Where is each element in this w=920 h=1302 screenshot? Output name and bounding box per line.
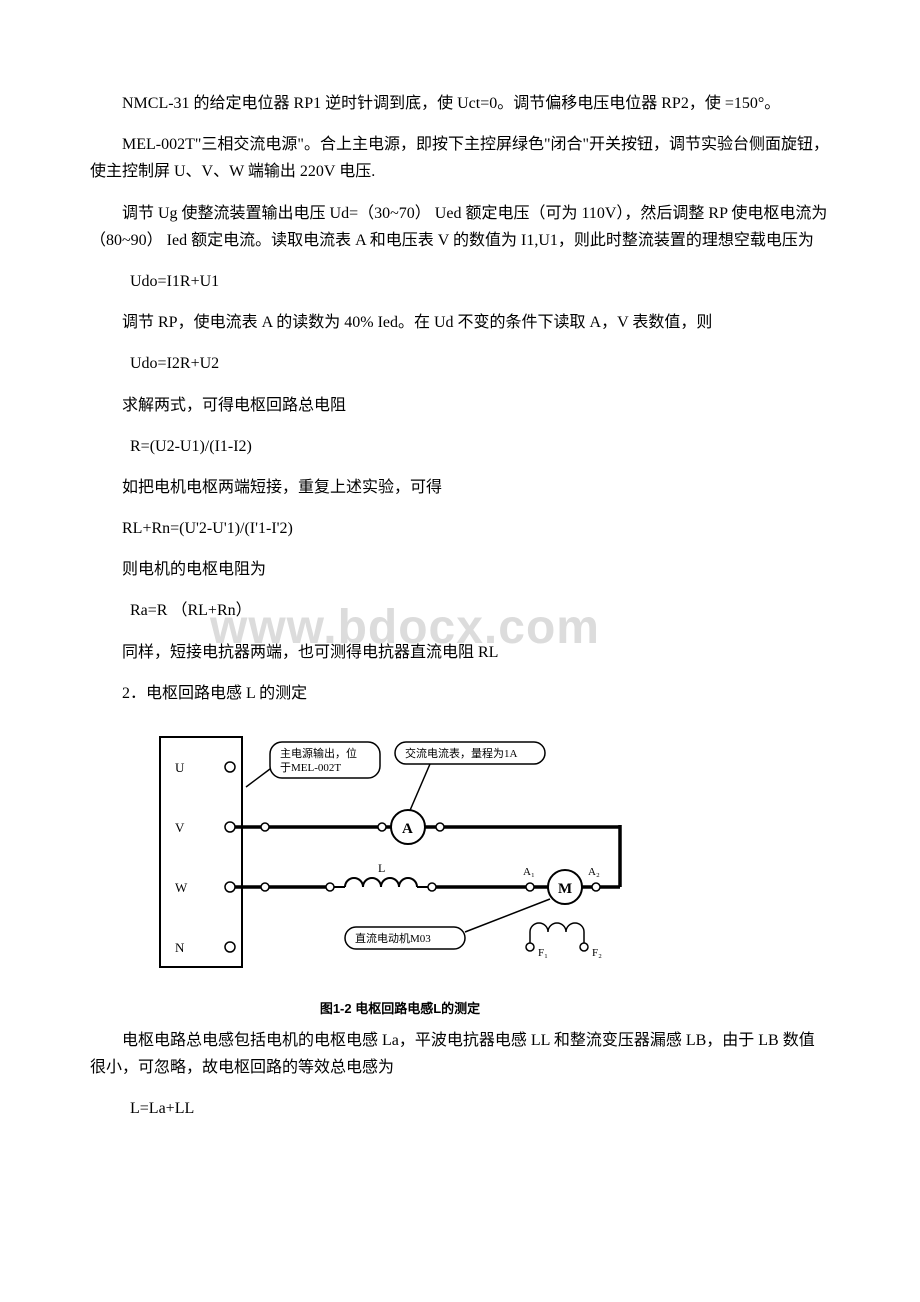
svg-text:F₂: F₂ — [592, 947, 602, 959]
circuit-diagram: U V W N 主电源输出，位 于MEL-002T 交流电流表，量程为1A — [150, 727, 830, 1017]
terminal-w-label: W — [175, 880, 188, 895]
terminal-w — [225, 882, 235, 892]
terminal-u-label: U — [175, 760, 185, 775]
body-text: 调节 RP，使电流表 A 的读数为 40% Ied。在 Ud 不变的条件下读取 … — [90, 309, 830, 336]
body-text: MEL-002T"三相交流电源"。合上主电源，即按下主控屏绿色"闭合"开关按钮，… — [90, 131, 830, 185]
terminal-n-label: N — [175, 940, 185, 955]
body-text: 调节 Ug 使整流装置输出电压 Ud=（30~70） Ued 额定电压（可为 1… — [90, 200, 830, 254]
body-text: 电枢电路总电感包括电机的电枢电感 La，平波电抗器电感 LL 和整流变压器漏感 … — [90, 1027, 830, 1081]
terminal-v-label: V — [175, 820, 185, 835]
motor-letter: M — [558, 881, 572, 897]
section-heading: 2．电枢回路电感 L 的测定 — [90, 680, 830, 707]
terminal-n — [225, 942, 235, 952]
formula-text: RL+Rn=(U'2-U'1)/(I'1-I'2) — [90, 515, 830, 542]
svg-text:于MEL-002T: 于MEL-002T — [280, 762, 341, 774]
node — [526, 883, 534, 891]
node — [261, 883, 269, 891]
node — [261, 823, 269, 831]
formula-text: Ra=R （RL+Rn） — [90, 597, 830, 624]
formula-text: Udo=I1R+U1 — [90, 268, 830, 295]
body-text: 求解两式，可得电枢回路总电阻 — [90, 392, 830, 419]
ammeter-letter: A — [402, 821, 413, 837]
callout-motor: 直流电动机M03 — [345, 899, 550, 949]
svg-text:L: L — [378, 861, 385, 875]
diagram-caption: 图1-2 电枢回路电感L的测定 — [150, 998, 650, 1017]
field-winding: F₁ F₂ — [526, 923, 602, 959]
node — [378, 823, 386, 831]
svg-text:主电源输出，位: 主电源输出，位 — [280, 746, 357, 760]
svg-text:直流电动机M03: 直流电动机M03 — [355, 931, 431, 945]
callout-ammeter: 交流电流表，量程为1A — [395, 742, 545, 815]
node — [592, 883, 600, 891]
formula-text: L=La+LL — [90, 1095, 830, 1122]
label-a2: A₂ — [588, 866, 600, 878]
body-text: 同样，短接电抗器两端，也可测得电抗器直流电阻 RL — [90, 639, 830, 666]
formula-text: R=(U2-U1)/(I1-I2) — [90, 433, 830, 460]
terminal-u — [225, 762, 235, 772]
body-text: 如把电机电枢两端短接，重复上述实验，可得 — [90, 474, 830, 501]
node — [436, 823, 444, 831]
svg-text:F₁: F₁ — [538, 947, 548, 959]
terminal-v — [225, 822, 235, 832]
body-text: NMCL-31 的给定电位器 RP1 逆时针调到底，使 Uct=0。调节偏移电压… — [90, 90, 830, 117]
node — [326, 883, 334, 891]
svg-text:交流电流表，量程为1A: 交流电流表，量程为1A — [405, 746, 517, 760]
formula-text: Udo=I2R+U2 — [90, 350, 830, 377]
callout-source: 主电源输出，位 于MEL-002T — [246, 742, 380, 787]
label-a1: A₁ — [523, 866, 535, 878]
node — [428, 883, 436, 891]
body-text: 则电机的电枢电阻为 — [90, 556, 830, 583]
inductor-symbol: L — [334, 861, 428, 887]
